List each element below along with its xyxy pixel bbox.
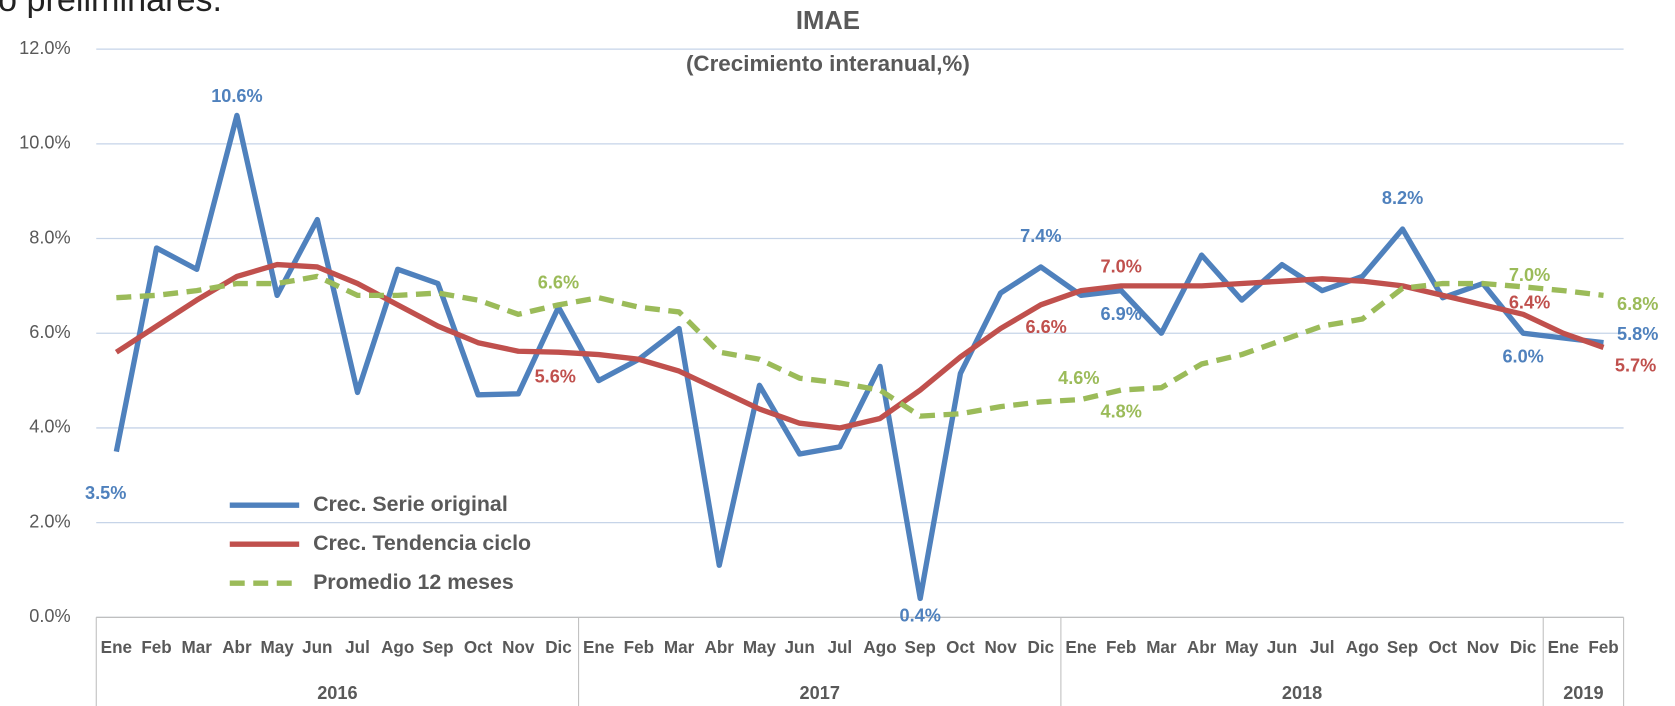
x-tick-label: Jul (345, 638, 370, 657)
data-label: 7.0% (1509, 265, 1550, 285)
x-tick-label: May (261, 638, 295, 657)
x-group-label: 2016 (317, 683, 357, 703)
y-tick-label: 0.0% (29, 606, 70, 626)
x-tick-label: Sep (1387, 638, 1418, 657)
x-tick-label: Ene (101, 638, 132, 657)
x-tick-label: Abr (1187, 638, 1217, 657)
y-tick-label: 12.0% (19, 38, 70, 58)
x-tick-label: Feb (1106, 638, 1136, 657)
x-tick-label: Mar (182, 638, 213, 657)
x-tick-label: Jun (302, 638, 332, 657)
data-label: 8.2% (1382, 188, 1423, 208)
x-group-label: 2018 (1282, 683, 1322, 703)
data-label: 6.6% (538, 272, 579, 292)
x-tick-label: Jul (827, 638, 852, 657)
x-tick-label: Ene (1548, 638, 1579, 657)
data-label: 4.6% (1058, 368, 1099, 388)
x-tick-label: Oct (1428, 638, 1457, 657)
x-tick-label: Dic (1510, 638, 1537, 657)
x-group-label: 2017 (800, 683, 840, 703)
data-label: 3.5% (85, 483, 126, 503)
data-label: 6.4% (1509, 292, 1550, 312)
data-label: 0.4% (900, 605, 941, 625)
data-label: 6.0% (1502, 347, 1543, 367)
x-tick-label: Sep (422, 638, 453, 657)
x-tick-label: Nov (1467, 638, 1500, 657)
x-tick-label: Dic (1028, 638, 1055, 657)
series-line (116, 273, 1604, 419)
x-tick-label: May (1225, 638, 1259, 657)
x-tick-label: Ago (381, 638, 414, 657)
x-tick-label: Jun (1267, 638, 1297, 657)
x-tick-label: Jun (784, 638, 814, 657)
data-label: 7.4% (1020, 226, 1061, 246)
y-tick-label: 10.0% (19, 133, 70, 153)
x-tick-label: Nov (502, 638, 535, 657)
x-tick-label: Sep (905, 638, 936, 657)
x-tick-label: Feb (1588, 638, 1618, 657)
series-line (113, 112, 1604, 602)
legend-label: Crec. Serie original (313, 492, 508, 516)
x-tick-label: Oct (946, 638, 975, 657)
x-tick-label: Nov (984, 638, 1017, 657)
x-tick-label: Mar (664, 638, 695, 657)
x-tick-label: Ene (583, 638, 614, 657)
data-label: 5.8% (1617, 324, 1658, 344)
x-tick-label: Oct (464, 638, 493, 657)
data-label: 7.0% (1101, 257, 1142, 277)
data-label: 4.8% (1101, 401, 1142, 421)
y-tick-label: 2.0% (29, 511, 70, 531)
y-tick-label: 8.0% (29, 227, 70, 247)
x-tick-label: Abr (705, 638, 735, 657)
data-label: 10.6% (211, 86, 262, 106)
chart-subtitle: (Crecimiento interanual,%) (686, 51, 970, 76)
x-tick-label: Ago (863, 638, 896, 657)
legend-label: Promedio 12 meses (313, 570, 514, 594)
x-tick-label: Abr (222, 638, 252, 657)
data-label: 6.6% (1025, 317, 1066, 337)
data-label: 6.8% (1617, 294, 1658, 314)
x-tick-label: Feb (624, 638, 654, 657)
x-group-label: 2019 (1563, 683, 1603, 703)
x-tick-label: Dic (545, 638, 572, 657)
chart-title: IMAE (796, 7, 860, 35)
header-fragment: o preliminares. (0, 0, 222, 19)
series-line (114, 261, 1605, 431)
x-tick-label: Jul (1310, 638, 1335, 657)
y-tick-label: 6.0% (29, 322, 70, 342)
x-tick-label: Mar (1146, 638, 1177, 657)
data-label: 6.9% (1101, 304, 1142, 324)
data-label: 5.6% (535, 367, 576, 387)
x-tick-label: May (743, 638, 777, 657)
x-tick-label: Feb (141, 638, 171, 657)
legend-label: Crec. Tendencia ciclo (313, 531, 531, 555)
x-tick-label: Ene (1065, 638, 1096, 657)
x-tick-label: Ago (1346, 638, 1379, 657)
data-label: 5.7% (1615, 355, 1656, 375)
y-tick-label: 4.0% (29, 417, 70, 437)
